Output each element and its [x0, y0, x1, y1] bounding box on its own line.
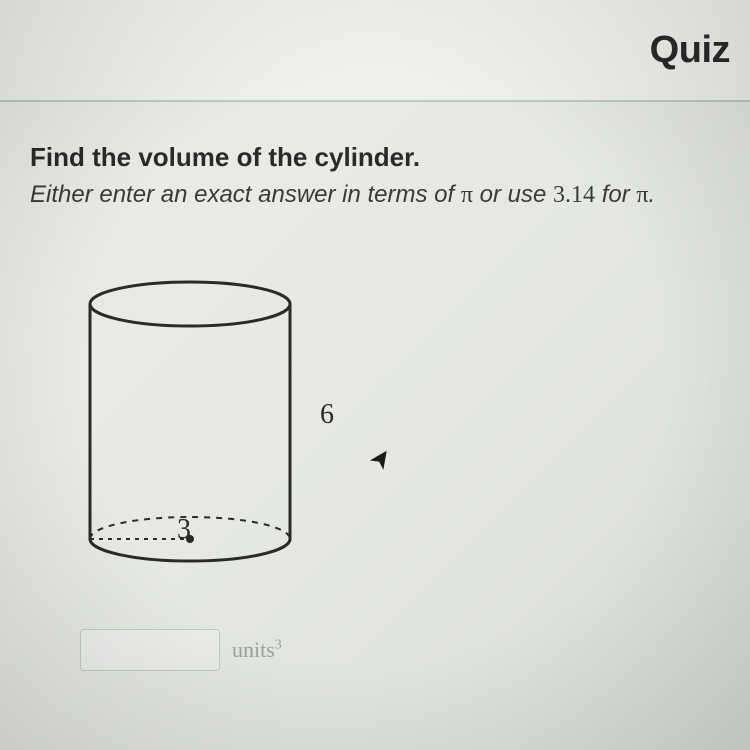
page-title: Quiz — [650, 29, 730, 72]
quiz-screen: Quiz Find the volume of the cylinder. Ei… — [0, 0, 750, 750]
prompt-text: for — [595, 181, 636, 208]
question-content: Find the volume of the cylinder. Either … — [0, 102, 750, 701]
pi-symbol: π — [636, 182, 648, 208]
pi-symbol: π — [461, 182, 473, 208]
question-prompt-sub: Either enter an exact answer in terms of… — [30, 181, 720, 209]
prompt-text: Either enter an exact answer in terms of — [30, 181, 461, 208]
question-prompt-main: Find the volume of the cylinder. — [30, 142, 720, 173]
cylinder-figure: 6 3 ➤ — [70, 279, 450, 619]
radius-dimension-label: 3 — [177, 514, 191, 546]
units-label: units3 — [232, 637, 282, 663]
prompt-text: or use — [473, 181, 553, 208]
units-exponent: 3 — [275, 638, 282, 653]
answer-row: units3 — [80, 629, 720, 671]
cylinder-svg — [70, 279, 330, 579]
answer-input[interactable] — [80, 629, 220, 671]
header-divider — [0, 100, 750, 102]
cursor-icon: ➤ — [362, 441, 400, 477]
height-dimension-label: 6 — [320, 399, 334, 431]
units-text: units — [232, 637, 275, 662]
prompt-text: . — [649, 181, 656, 208]
header-bar: Quiz — [0, 0, 750, 100]
pi-approx: 3.14 — [553, 182, 595, 208]
